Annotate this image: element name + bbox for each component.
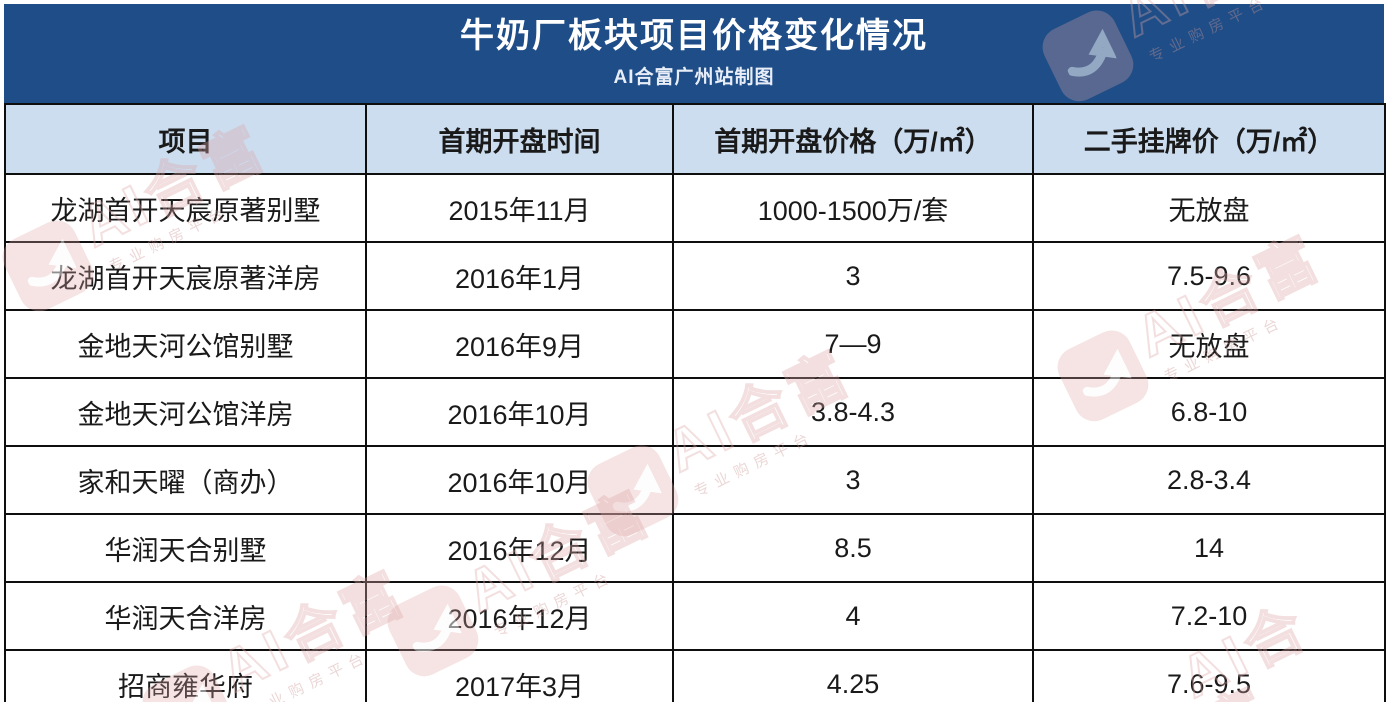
table-row: 招商雍华府 2017年3月 4.25 7.6-9.5 — [4, 649, 1386, 702]
cell-project: 招商雍华府 — [4, 649, 367, 702]
cell-project: 金地天河公馆别墅 — [4, 309, 367, 379]
cell-opening-time: 2016年10月 — [365, 377, 674, 447]
table-row: 金地天河公馆洋房 2016年10月 3.8-4.3 6.8-10 — [4, 377, 1386, 447]
page-title: 牛奶厂板块项目价格变化情况 — [460, 17, 928, 56]
table-row: 金地天河公馆别墅 2016年9月 7—9 无放盘 — [4, 309, 1386, 379]
cell-opening-time: 2016年12月 — [365, 581, 674, 651]
cell-resale-price: 2.8-3.4 — [1032, 445, 1386, 515]
cell-project: 金地天河公馆洋房 — [4, 377, 367, 447]
cell-project: 华润天合洋房 — [4, 581, 367, 651]
column-header-opening-price: 首期开盘价格（万/㎡） — [672, 103, 1034, 175]
cell-opening-price: 3.8-4.3 — [672, 377, 1034, 447]
cell-resale-price: 7.6-9.5 — [1032, 649, 1386, 702]
column-header-project: 项目 — [4, 103, 367, 175]
cell-resale-price: 无放盘 — [1032, 309, 1386, 379]
column-header-opening-time: 首期开盘时间 — [365, 103, 674, 175]
cell-opening-time: 2016年12月 — [365, 513, 674, 583]
table-row: 龙湖首开天宸原著别墅 2015年11月 1000-1500万/套 无放盘 — [4, 173, 1386, 243]
cell-opening-price: 8.5 — [672, 513, 1034, 583]
cell-project: 龙湖首开天宸原著别墅 — [4, 173, 367, 243]
cell-resale-price: 无放盘 — [1032, 173, 1386, 243]
cell-opening-price: 7—9 — [672, 309, 1034, 379]
cell-resale-price: 7.2-10 — [1032, 581, 1386, 651]
cell-opening-price: 1000-1500万/套 — [672, 173, 1034, 243]
cell-project: 家和天曜（商办） — [4, 445, 367, 515]
page-subtitle: AI合富广州站制图 — [613, 66, 775, 88]
table-row: 华润天合洋房 2016年12月 4 7.2-10 — [4, 581, 1386, 651]
cell-resale-price: 14 — [1032, 513, 1386, 583]
title-banner: 牛奶厂板块项目价格变化情况 AI合富广州站制图 — [4, 4, 1384, 103]
cell-opening-price: 4.25 — [672, 649, 1034, 702]
cell-opening-price: 4 — [672, 581, 1034, 651]
cell-resale-price: 6.8-10 — [1032, 377, 1386, 447]
table-header-row: 项目 首期开盘时间 首期开盘价格（万/㎡） 二手挂牌价（万/㎡） — [4, 103, 1386, 175]
cell-opening-time: 2016年10月 — [365, 445, 674, 515]
cell-resale-price: 7.5-9.6 — [1032, 241, 1386, 311]
cell-project: 龙湖首开天宸原著洋房 — [4, 241, 367, 311]
table-row: 龙湖首开天宸原著洋房 2016年1月 3 7.5-9.6 — [4, 241, 1386, 311]
cell-opening-time: 2016年9月 — [365, 309, 674, 379]
cell-opening-time: 2017年3月 — [365, 649, 674, 702]
column-header-resale-price: 二手挂牌价（万/㎡） — [1032, 103, 1386, 175]
table-row: 华润天合别墅 2016年12月 8.5 14 — [4, 513, 1386, 583]
cell-opening-time: 2016年1月 — [365, 241, 674, 311]
cell-opening-price: 3 — [672, 445, 1034, 515]
cell-opening-price: 3 — [672, 241, 1034, 311]
cell-opening-time: 2015年11月 — [365, 173, 674, 243]
cell-project: 华润天合别墅 — [4, 513, 367, 583]
price-table: 项目 首期开盘时间 首期开盘价格（万/㎡） 二手挂牌价（万/㎡） 龙湖首开天宸原… — [4, 103, 1386, 702]
table-row: 家和天曜（商办） 2016年10月 3 2.8-3.4 — [4, 445, 1386, 515]
